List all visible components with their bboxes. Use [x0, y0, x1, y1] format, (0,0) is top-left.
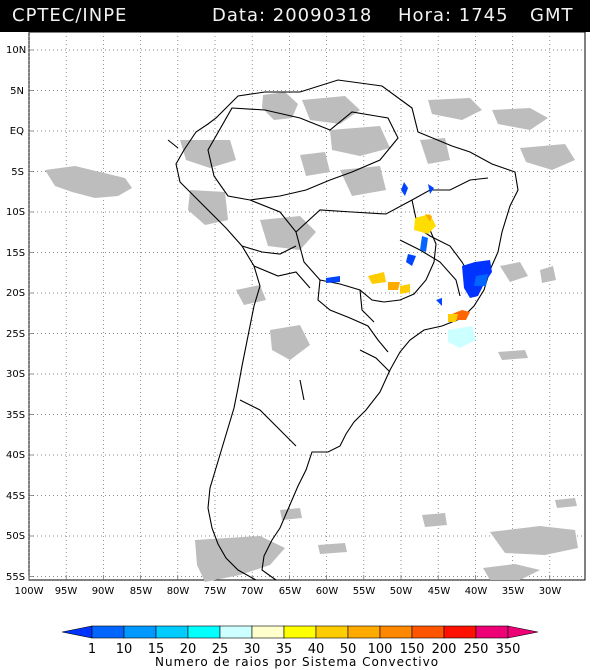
- legend-swatch: [219, 625, 253, 639]
- hour-label: Hora: 1745: [398, 5, 509, 26]
- legend-value: 40: [307, 642, 325, 657]
- legend-value: 200: [431, 642, 457, 657]
- legend-value: 35: [275, 642, 293, 657]
- legend-value: 10: [115, 642, 133, 657]
- lat-label: 45S: [6, 491, 26, 502]
- lon-label: 90W: [91, 586, 115, 597]
- legend-swatch: [475, 625, 509, 639]
- lon-label: 50W: [389, 586, 413, 597]
- lat-label: 40S: [6, 450, 26, 461]
- legend-swatch: [411, 625, 445, 639]
- lat-label: 5S: [11, 167, 24, 178]
- lat-label: 10S: [6, 207, 26, 218]
- legend-arrow-left: [61, 625, 93, 639]
- map-frame: [28, 31, 586, 581]
- date-label: Data: 20090318: [212, 5, 373, 26]
- source-label: CPTEC/INPE: [12, 5, 128, 26]
- axis-ticks: [28, 49, 551, 580]
- legend-swatch: [443, 625, 477, 639]
- legend-swatch: [155, 625, 189, 639]
- lon-label: 30W: [538, 586, 562, 597]
- lat-label: 5N: [10, 86, 24, 97]
- legend-swatch: [315, 625, 349, 639]
- legend-value: 20: [179, 642, 197, 657]
- lon-label: 85W: [129, 586, 153, 597]
- lat-label: 15S: [6, 248, 26, 259]
- lon-label: 75W: [203, 586, 227, 597]
- legend-colorbar: [61, 625, 539, 639]
- map-canvas: [28, 31, 586, 582]
- legend-arrow-right: [507, 625, 539, 639]
- legend-swatch: [379, 625, 413, 639]
- lat-label: 10N: [6, 45, 27, 56]
- timezone-label: GMT: [530, 5, 574, 26]
- lat-label: 30S: [6, 369, 26, 380]
- legend-value: 50: [339, 642, 357, 657]
- lon-label: 80W: [166, 586, 190, 597]
- legend-value: 100: [367, 642, 393, 657]
- legend-swatch: [187, 625, 221, 639]
- legend-swatch: [251, 625, 285, 639]
- lon-label: 60W: [315, 586, 339, 597]
- legend-value: 1: [87, 642, 97, 657]
- legend-swatch: [91, 625, 125, 639]
- legend-title: Numero de raios por Sistema Convectivo: [155, 655, 440, 669]
- legend-swatch: [283, 625, 317, 639]
- lat-label: 25S: [6, 329, 26, 340]
- lat-label: 20S: [6, 288, 26, 299]
- lightning-systems: [326, 182, 492, 348]
- legend-value: 25: [211, 642, 229, 657]
- lat-label: EQ: [9, 126, 24, 137]
- lon-label: 70W: [240, 586, 264, 597]
- lat-label: 35S: [6, 410, 26, 421]
- lon-label: 65W: [278, 586, 302, 597]
- lon-label: 55W: [352, 586, 376, 597]
- lon-label: 35W: [501, 586, 525, 597]
- title-bar: CPTEC/INPE Data: 20090318 Hora: 1745 GMT: [0, 0, 590, 32]
- lon-label: 45W: [427, 586, 451, 597]
- lon-label: 100W: [14, 586, 44, 597]
- legend-value: 30: [243, 642, 261, 657]
- legend-swatch: [123, 625, 157, 639]
- legend-swatch: [347, 625, 381, 639]
- lon-label: 40W: [464, 586, 488, 597]
- legend-value: 250: [463, 642, 489, 657]
- legend-value: 150: [399, 642, 425, 657]
- lat-label: 55S: [6, 572, 26, 583]
- lat-lon-grid: [28, 32, 585, 580]
- lon-label: 95W: [54, 586, 78, 597]
- cloud-cover: [45, 92, 578, 582]
- lat-label: 50S: [6, 531, 26, 542]
- legend-value: 350: [495, 642, 521, 657]
- legend-value: 15: [147, 642, 165, 657]
